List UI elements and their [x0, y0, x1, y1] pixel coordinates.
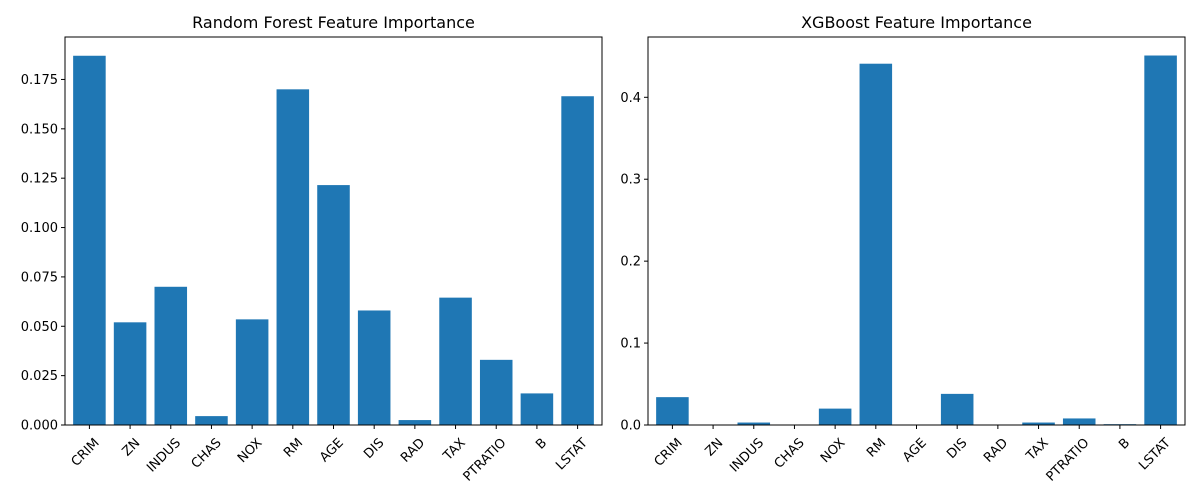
- y-tick-label: 0.1: [620, 337, 641, 352]
- bar-age: [317, 185, 350, 425]
- bar-ptratio: [479, 359, 513, 425]
- bar-rad: [398, 420, 432, 425]
- y-tick-label: 0.100: [21, 221, 58, 236]
- x-tick-label: TAX: [440, 436, 469, 465]
- bar-lstat: [1144, 55, 1177, 426]
- x-tick-label: ZN: [120, 436, 144, 460]
- y-tick-label: 0.075: [21, 270, 58, 285]
- bars: [73, 55, 594, 426]
- x-tick-label: NOX: [235, 436, 265, 466]
- bar-rm: [276, 89, 310, 426]
- x-tick-label: PTRATIO: [461, 436, 510, 485]
- x-tick-label: NOX: [818, 436, 848, 466]
- x-tick-label: INDUS: [144, 436, 184, 476]
- y-tick-label: 0.125: [21, 172, 58, 187]
- x-tick-label: ZN: [703, 436, 727, 460]
- y-tick-label: 0.175: [21, 73, 58, 88]
- random-forest-chart: Random Forest Feature Importance 0.0000.…: [21, 13, 603, 485]
- x-tick-label: RAD: [398, 436, 428, 466]
- bar-nox: [818, 408, 852, 425]
- x-tick-label: AGE: [900, 436, 930, 466]
- x-tick-label: CRIM: [69, 436, 103, 470]
- y-tick-label: 0.000: [21, 419, 58, 434]
- y-tick-label: 0.3: [620, 173, 641, 188]
- x-tick-label: CRIM: [652, 436, 686, 470]
- x-tick-label: RM: [864, 436, 889, 461]
- bar-lstat: [561, 96, 594, 426]
- bar-tax: [1022, 422, 1055, 425]
- x-tick-label: B: [1116, 436, 1133, 453]
- y-axis: 0.000 0.025 0.050 0.075 0.100 0.125 0.150 0.175: [21, 73, 65, 434]
- x-tick-label: LSTAT: [553, 436, 591, 474]
- bar-dis: [940, 393, 974, 425]
- x-tick-label: RAD: [981, 436, 1011, 466]
- x-tick-label: DIS: [944, 436, 970, 462]
- bar-ptratio: [1062, 418, 1096, 425]
- bar-crim: [656, 397, 689, 425]
- xgboost-chart: XGBoost Feature Importance 0.00.10.20.30…: [620, 13, 1186, 485]
- x-tick-label: TAX: [1023, 436, 1052, 465]
- axes-frame: [647, 36, 1186, 426]
- bar-b: [520, 393, 554, 425]
- x-tick-label: RM: [281, 436, 306, 461]
- bar-tax: [439, 297, 472, 425]
- x-tick-label: DIS: [361, 436, 387, 462]
- bar-indus: [154, 286, 188, 425]
- bar-rm: [859, 63, 893, 426]
- x-tick-label: PTRATIO: [1044, 436, 1093, 485]
- x-tick-label: CHAS: [772, 436, 808, 472]
- y-tick-label: 0.050: [21, 320, 58, 335]
- bars: [656, 55, 1177, 426]
- y-tick-label: 0.025: [21, 369, 58, 384]
- bar-nox: [235, 319, 269, 425]
- x-tick-label: LSTAT: [1136, 436, 1174, 474]
- x-tick-label: AGE: [317, 436, 347, 466]
- y-tick-label: 0.2: [620, 255, 641, 270]
- y-axis: 0.0 0.1 0.2 0.3 0.4: [620, 91, 648, 434]
- bar-indus: [737, 422, 771, 425]
- bar-dis: [357, 310, 391, 425]
- y-tick-label: 0.4: [620, 91, 641, 106]
- x-tick-label: B: [533, 436, 550, 453]
- y-tick-label: 0.0: [620, 419, 641, 434]
- axes-frame: [64, 36, 603, 426]
- chart-title: Random Forest Feature Importance: [192, 13, 475, 32]
- bar-crim: [73, 55, 106, 425]
- x-tick-label: CHAS: [189, 436, 225, 472]
- bar-zn: [113, 322, 147, 425]
- y-tick-label: 0.150: [21, 122, 58, 137]
- x-tick-label: INDUS: [727, 436, 767, 476]
- bar-chas: [195, 416, 228, 425]
- chart-title: XGBoost Feature Importance: [801, 13, 1032, 32]
